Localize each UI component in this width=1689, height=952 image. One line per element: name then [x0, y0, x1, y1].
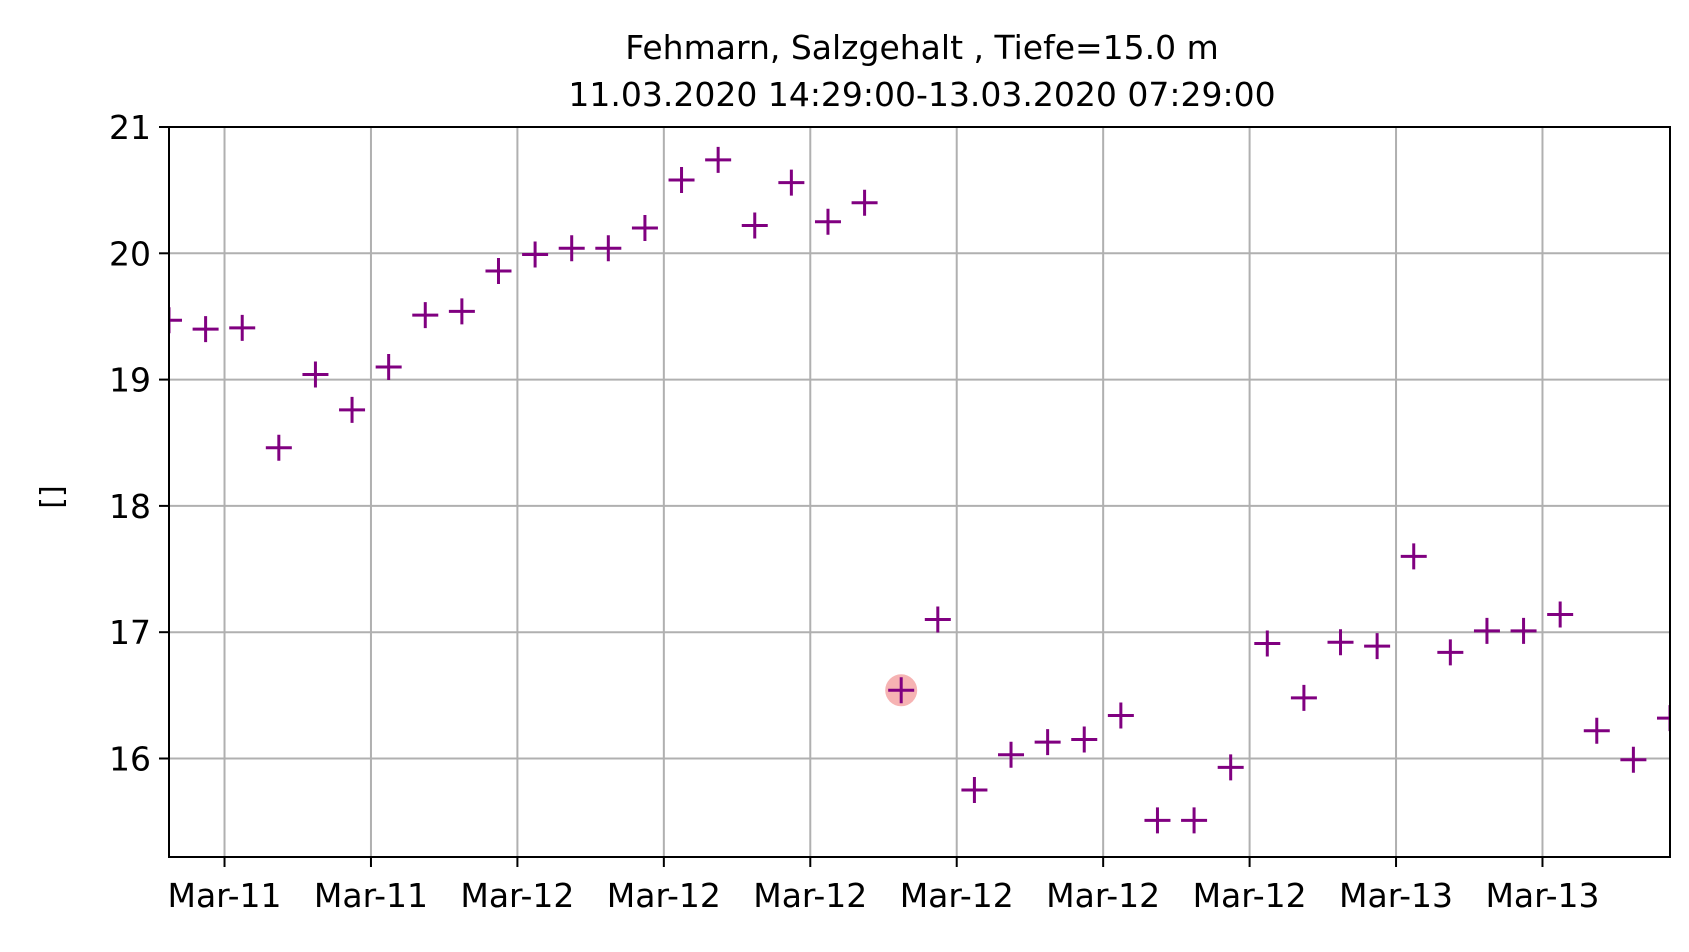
y-tick-label: 16: [109, 739, 151, 778]
x-tick-label: Mar-11: [314, 876, 428, 915]
x-tick-label: Mar-12: [753, 876, 867, 915]
y-tick-label: 20: [109, 234, 151, 273]
data-point: [265, 434, 292, 461]
data-point: [169, 307, 182, 334]
plot-frame: [168, 126, 1671, 858]
data-point: [229, 314, 256, 341]
data-point: [558, 235, 585, 262]
data-point: [1437, 639, 1464, 666]
data-point: [1327, 629, 1354, 656]
data-point: [375, 353, 402, 380]
data-point: [448, 298, 475, 325]
y-tick-label: 21: [109, 108, 151, 147]
x-tick-label: Mar-12: [1046, 876, 1160, 915]
data-point: [1034, 729, 1061, 756]
data-point: [851, 189, 878, 216]
data-point: [192, 316, 219, 343]
data-point: [302, 361, 329, 388]
x-tick-label: Mar-12: [900, 876, 1014, 915]
marker-layer: [169, 146, 1670, 834]
data-point: [1657, 705, 1670, 732]
data-point: [522, 241, 549, 268]
x-tick-label: Mar-12: [607, 876, 721, 915]
data-point: [961, 777, 988, 804]
x-tick-label: Mar-12: [1193, 876, 1307, 915]
x-tick-label: Mar-11: [167, 876, 281, 915]
data-point: [705, 146, 732, 173]
data-point: [1364, 633, 1391, 660]
data-point: [1107, 702, 1134, 729]
chart-subtitle: 11.03.2020 14:29:00-13.03.2020 07:29:00: [568, 75, 1275, 114]
y-axis-label: []: [35, 485, 70, 508]
y-tick-label: 17: [109, 613, 151, 652]
data-point: [1620, 746, 1647, 773]
data-point: [1400, 543, 1427, 570]
data-point: [1181, 807, 1208, 834]
data-point: [668, 167, 695, 194]
data-point: [1144, 807, 1171, 834]
x-tick-label: Mar-13: [1485, 876, 1599, 915]
data-point: [1217, 754, 1244, 781]
data-point: [1290, 684, 1317, 711]
data-point: [412, 302, 439, 329]
data-point: [339, 396, 366, 423]
data-point: [814, 208, 841, 235]
x-tick-label: Mar-12: [460, 876, 574, 915]
data-point: [631, 215, 658, 242]
data-point: [924, 606, 951, 633]
chart-title: Fehmarn, Salzgehalt , Tiefe=15.0 m: [625, 28, 1219, 67]
x-tick-label: Mar-13: [1339, 876, 1453, 915]
y-tick-label: 19: [109, 361, 151, 400]
data-point: [778, 169, 805, 196]
data-point: [888, 677, 915, 704]
data-point: [595, 235, 622, 262]
data-point: [1071, 726, 1098, 753]
data-point: [1254, 630, 1281, 657]
tick-layer: 16 17 18 19 20 21 Mar-11 Mar-11 Mar-12 Mar-12 Mar-…: [109, 108, 1600, 915]
data-point: [1510, 617, 1537, 644]
data-point: [485, 257, 512, 284]
data-point: [1583, 717, 1610, 744]
data-point: [1473, 617, 1500, 644]
data-point: [1547, 601, 1574, 628]
data-point: [998, 741, 1025, 768]
y-tick-label: 18: [109, 487, 151, 526]
data-point: [741, 212, 768, 239]
